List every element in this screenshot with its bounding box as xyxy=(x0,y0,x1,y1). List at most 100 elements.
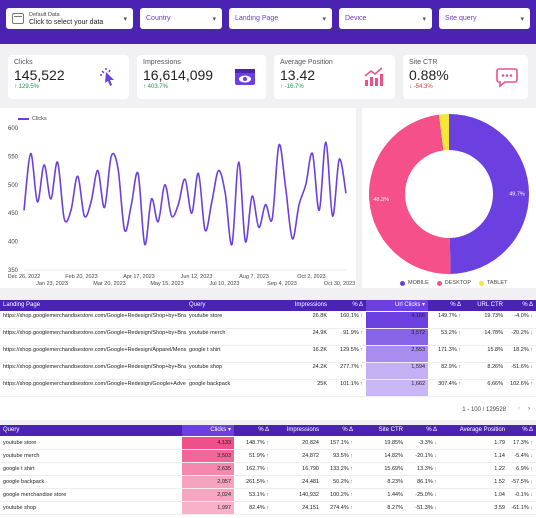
x-tick-label: Feb 20, 2023 xyxy=(65,274,97,280)
column-header[interactable]: Clicks ▾ xyxy=(182,425,234,436)
table-row[interactable] xyxy=(0,463,536,476)
table-cell: youtube shop xyxy=(189,364,223,370)
column-header[interactable]: Query xyxy=(186,300,268,311)
table-cell: 17.3% ↑ xyxy=(513,440,533,446)
date-picker-value: Click to select your data xyxy=(29,18,104,26)
table-cell: 148.7% ↑ xyxy=(246,440,269,446)
column-header[interactable]: % Δ xyxy=(428,300,464,311)
table-cell: 129.5% ↑ xyxy=(340,347,363,353)
table-row[interactable] xyxy=(0,329,536,346)
column-header[interactable]: Site CTR xyxy=(356,425,406,436)
table-cell: 86.1% ↑ xyxy=(417,479,437,485)
table-cell: 24.9K xyxy=(312,330,327,336)
table-cell: 1,594 xyxy=(366,363,428,379)
table-cell: -20.2% ↓ xyxy=(511,330,533,336)
kpi-average-position: Average Position 13.42 ↑ -16.7% xyxy=(274,55,395,99)
table-cell: youtube store xyxy=(189,313,223,319)
table-cell: 19.85% xyxy=(384,440,403,446)
table-cell: google backpack xyxy=(189,381,231,387)
donut-slice-desktop[interactable] xyxy=(368,114,451,274)
table-cell: 15.69% xyxy=(384,466,403,472)
chart-legend: Clicks xyxy=(18,116,47,122)
column-header[interactable]: Impressions xyxy=(272,425,322,436)
y-tick-label: 350 xyxy=(8,268,19,274)
column-header[interactable]: Impressions xyxy=(268,300,330,311)
table-row[interactable] xyxy=(0,489,536,502)
table-cell: 15.8% xyxy=(487,347,503,353)
x-tick-label: Oct 2, 2023 xyxy=(297,274,325,280)
table-cell: -25.0% ↓ xyxy=(415,492,437,498)
legend-label-tablet: TABLET xyxy=(486,280,508,286)
date-range-picker[interactable]: Default Data Click to select your data ▾ xyxy=(6,8,133,29)
kpi-impressions: Impressions 16,614,099 ↑ 403.7% xyxy=(137,55,266,99)
clicks-line-chart: Clicks 600 550 500 450 400 350 Dec 26, 2022 Feb… xyxy=(0,108,356,288)
legend-dot-tablet xyxy=(478,280,484,286)
column-header[interactable]: Landing Page xyxy=(0,300,186,311)
table-cell: 4,166 xyxy=(366,312,428,328)
device-filter[interactable]: Device ▾ xyxy=(339,8,432,29)
chat-bubble-icon xyxy=(496,68,518,88)
country-filter[interactable]: Country ▾ xyxy=(140,8,222,29)
table-cell: 133.2% ↑ xyxy=(330,466,353,472)
table-cell: 3,572 xyxy=(366,329,428,345)
site-query-filter[interactable]: Site query ▾ xyxy=(439,8,530,29)
table-cell: https://shop.googlemerchandisestore.com/… xyxy=(3,364,186,370)
calendar-icon xyxy=(12,13,24,24)
table-row[interactable] xyxy=(0,312,536,329)
table-cell: 82.4% ↑ xyxy=(249,505,269,511)
table-cell: -5.4% ↓ xyxy=(514,453,533,459)
table-row[interactable] xyxy=(0,363,536,380)
table-cell: https://shop.googlemerchandisestore.com/… xyxy=(3,330,186,336)
column-header[interactable]: % Δ xyxy=(322,425,356,436)
table-cell: -0.1% ↓ xyxy=(514,492,533,498)
table-cell: 13.3% ↑ xyxy=(417,466,437,472)
landing-page-filter[interactable]: Landing Page ▾ xyxy=(229,8,332,29)
column-header[interactable]: % Δ xyxy=(508,425,536,436)
column-header[interactable]: Query xyxy=(0,425,182,436)
table-cell: youtube shop xyxy=(3,505,37,511)
table-cell: 277.7% ↑ xyxy=(340,364,363,370)
donut-slice-tablet[interactable] xyxy=(438,114,449,151)
legend-dot-desktop xyxy=(436,280,442,286)
legend-label-mobile: MOBILE xyxy=(408,280,429,286)
column-header[interactable]: URL CTR xyxy=(464,300,506,311)
table-cell: 14.82% xyxy=(384,453,403,459)
table-row[interactable] xyxy=(0,476,536,489)
table-cell: google t shirt xyxy=(189,347,221,353)
chevron-right-icon[interactable]: › xyxy=(528,406,530,412)
table-row[interactable] xyxy=(0,380,536,397)
pagination-label: 1 - 100 / 129528 xyxy=(462,407,506,413)
table-cell: 1.52 xyxy=(494,479,505,485)
table-cell: google t shirt xyxy=(3,466,35,472)
column-header[interactable]: % Δ xyxy=(506,300,536,311)
table-cell: 24,481 xyxy=(302,479,319,485)
table-cell: 16,790 xyxy=(302,466,319,472)
table-row[interactable] xyxy=(0,502,536,515)
column-header[interactable]: % Δ xyxy=(330,300,366,311)
table-cell: 274.4% ↑ xyxy=(330,505,353,511)
legend-dot-mobile xyxy=(400,280,405,286)
table-cell: youtube store xyxy=(3,440,37,446)
donut-slice-mobile[interactable] xyxy=(449,114,530,274)
table-cell: 24,151 xyxy=(302,505,319,511)
table-cell: 14.78% xyxy=(484,330,503,336)
x-tick-label: Dec 26, 2022 xyxy=(8,274,41,280)
column-header[interactable]: Average Position xyxy=(440,425,508,436)
table-cell: -57.5% ↓ xyxy=(511,479,533,485)
y-tick-label: 500 xyxy=(8,183,19,189)
table-cell: 149.7% ↑ xyxy=(438,313,461,319)
table-row[interactable] xyxy=(0,437,536,450)
query-table: Query Clicks ▾% Δ Impressions% Δ Site CTR% … xyxy=(0,425,536,518)
donut-chart-svg: 49.7% 48.3% xyxy=(368,114,530,274)
table-cell: 1.04 xyxy=(494,492,505,498)
table-row[interactable] xyxy=(0,450,536,463)
column-header[interactable]: Url Clicks ▾ xyxy=(366,300,428,311)
column-header[interactable]: % Δ xyxy=(234,425,272,436)
clicks-series-line xyxy=(23,141,347,246)
chevron-left-icon[interactable]: ‹ xyxy=(518,406,520,412)
column-header[interactable]: % Δ xyxy=(406,425,440,436)
table-row[interactable] xyxy=(0,346,536,363)
table-cell: 6.9% ↑ xyxy=(516,466,533,472)
table-cell: 2,553 xyxy=(366,346,428,362)
